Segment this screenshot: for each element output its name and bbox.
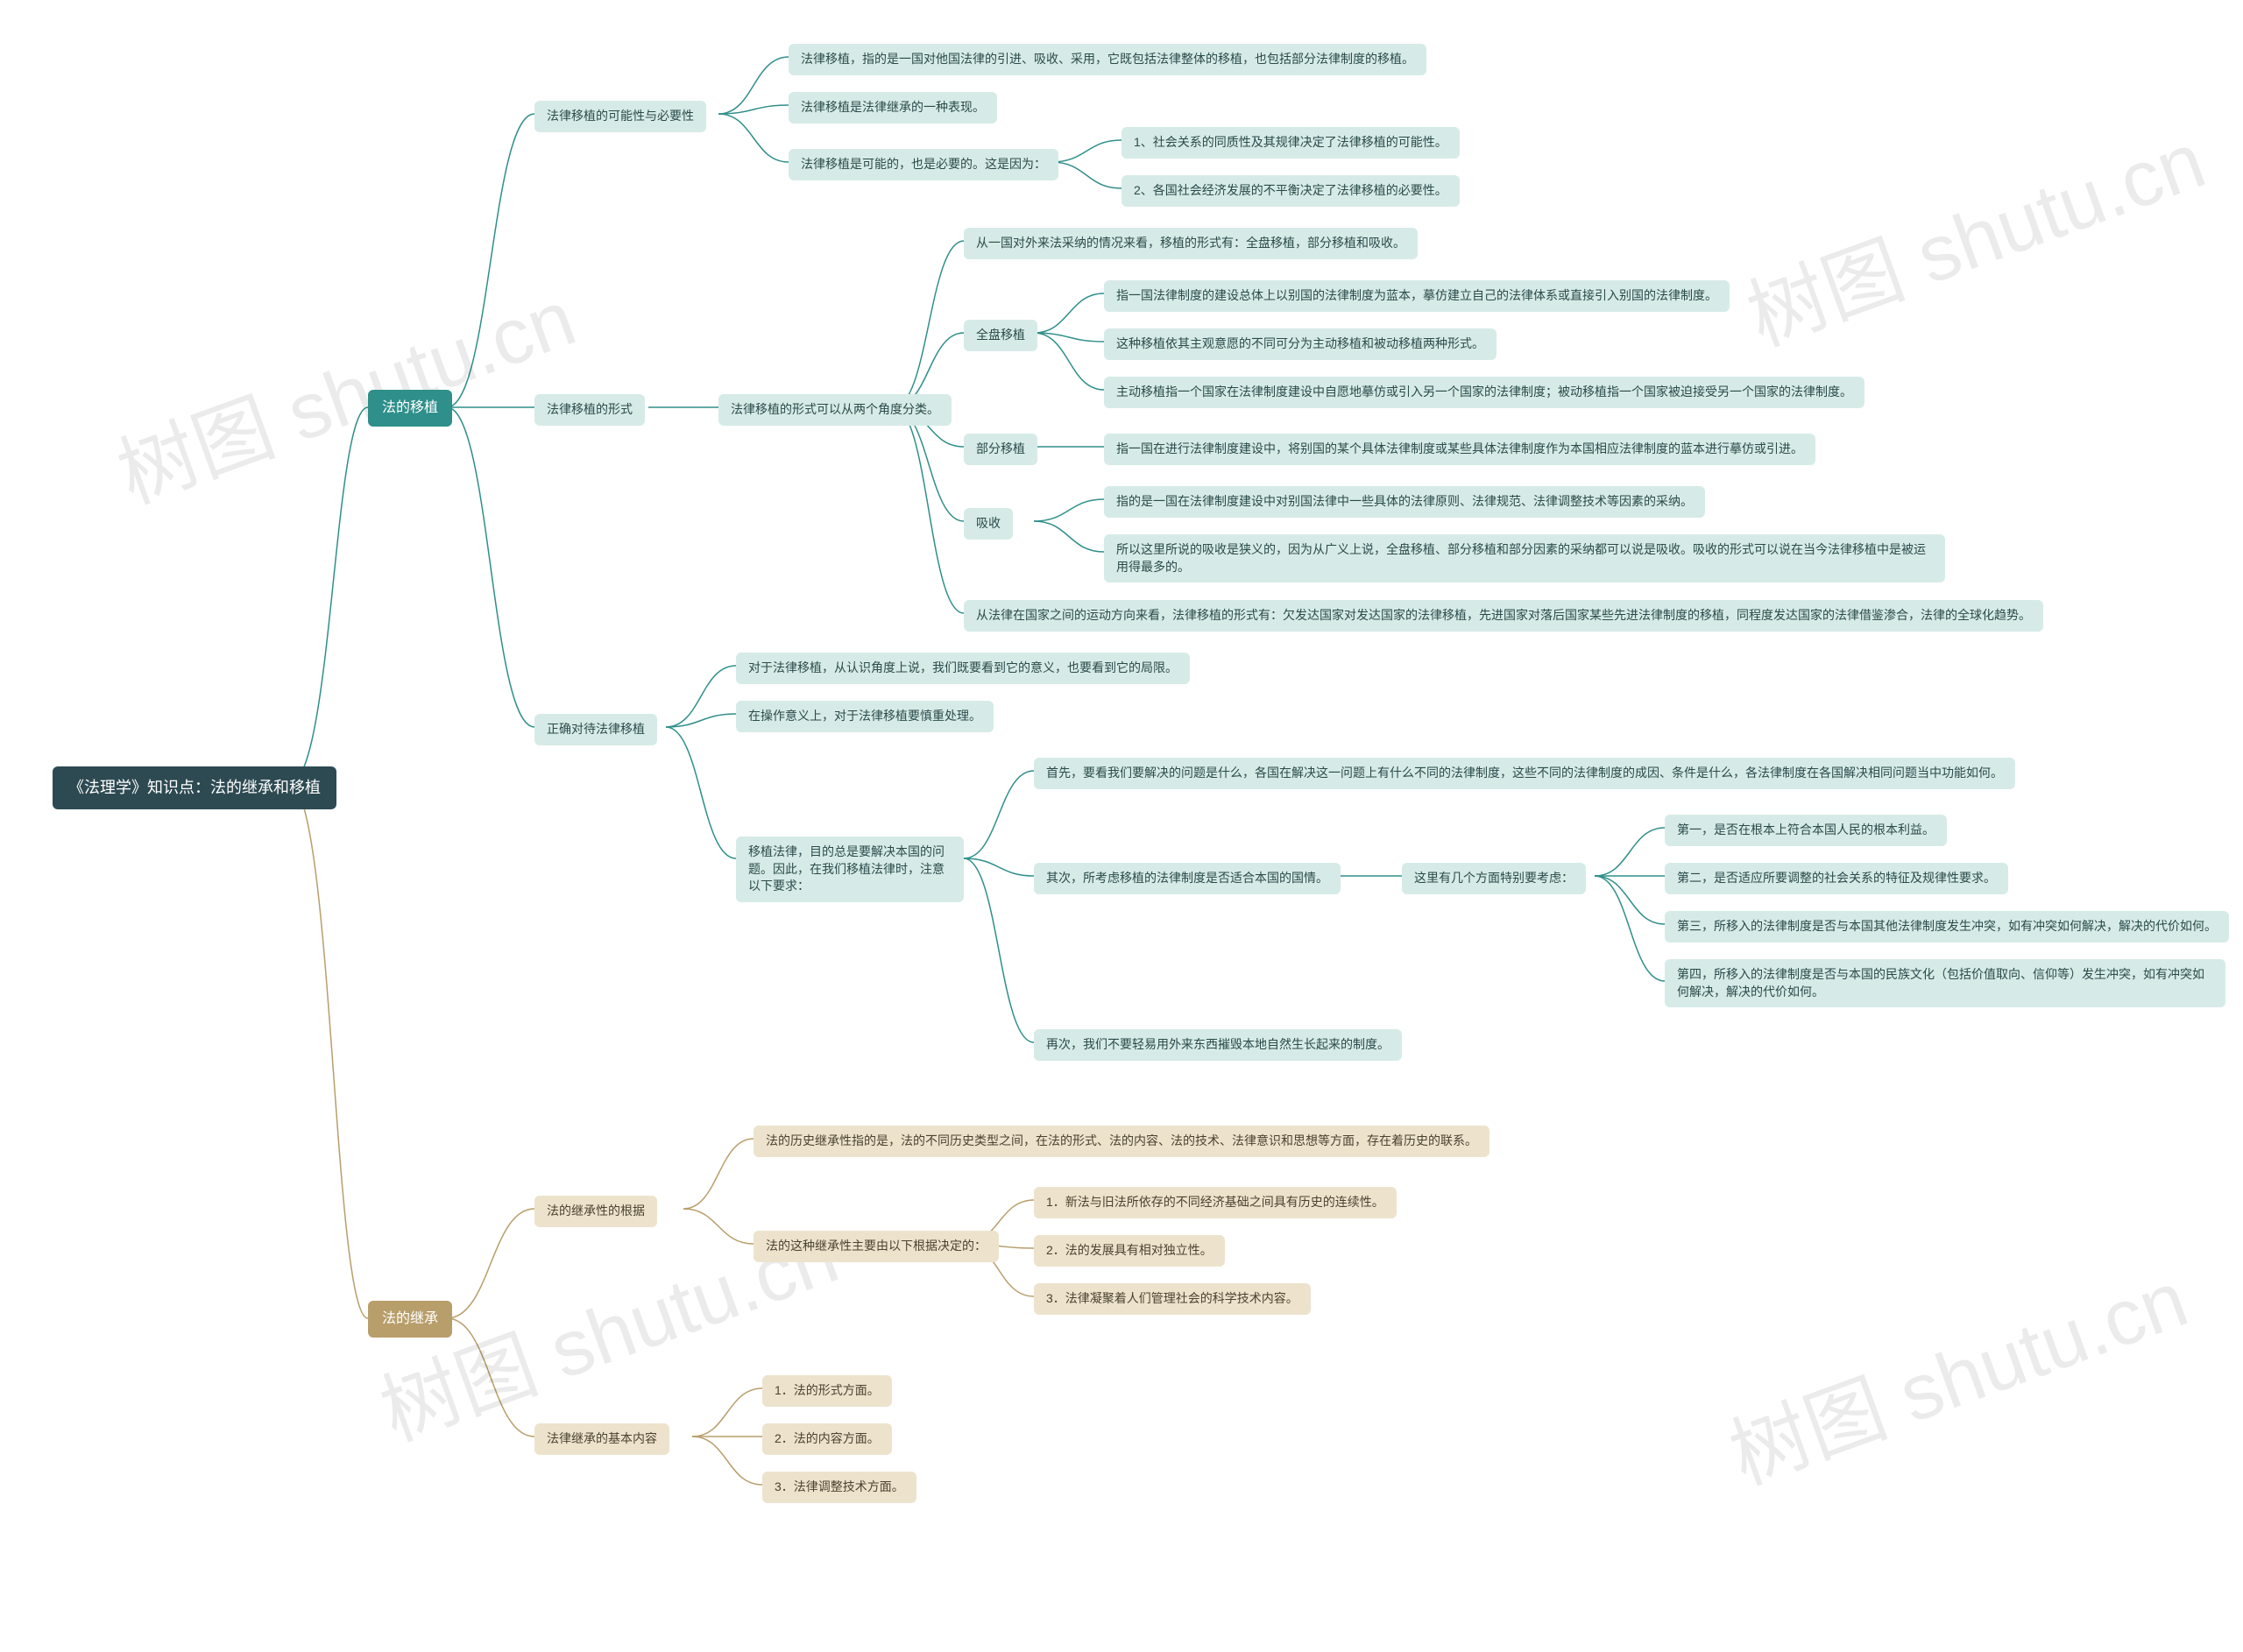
node-poss-p3: 法律移植是可能的，也是必要的。这是因为： — [789, 149, 1058, 180]
node-content-i2: 2．法的内容方面。 — [762, 1423, 892, 1455]
node-correct-c1: 对于法律移植，从认识角度上说，我们既要看到它的意义，也要看到它的局限。 — [736, 653, 1190, 684]
node-whole-1: 指一国法律制度的建设总体上以别国的法律制度为蓝本，摹仿建立自己的法律体系或直接引… — [1104, 280, 1730, 312]
node-correct-c3-2-c: 第三，所移入的法律制度是否与本国其他法律制度发生冲突，如有冲突如何解决，解决的代… — [1665, 911, 2229, 942]
node-basis-b2-2: 2．法的发展具有相对独立性。 — [1034, 1235, 1225, 1267]
node-whole-label[interactable]: 全盘移植 — [964, 320, 1037, 351]
node-correct-c3-intro: 移植法律，目的总是要解决本国的问题。因此，在我们移植法律时，注意以下要求： — [736, 837, 964, 902]
node-content-title[interactable]: 法律继承的基本内容 — [534, 1423, 669, 1455]
watermark: 树图 shutu.cn — [1730, 97, 2218, 368]
node-basis-b2-intro: 法的这种继承性主要由以下根据决定的： — [754, 1231, 999, 1262]
node-absorb-2: 所以这里所说的吸收是狭义的，因为从广义上说，全盘移植、部分移植和部分因素的采纳都… — [1104, 534, 1945, 582]
node-forms-f1: 从一国对外来法采纳的情况来看，移植的形式有：全盘移植，部分移植和吸收。 — [964, 228, 1418, 259]
node-content-i1: 1．法的形式方面。 — [762, 1375, 892, 1407]
node-correct-c3-2: 其次，所考虑移植的法律制度是否适合本国的国情。 — [1034, 863, 1341, 894]
node-correct-c3-3: 再次，我们不要轻易用外来东西摧毁本地自然生长起来的制度。 — [1034, 1029, 1402, 1061]
node-correct-c3-2-intro: 这里有几个方面特别要考虑： — [1402, 863, 1586, 894]
node-correct-c2: 在操作意义上，对于法律移植要慎重处理。 — [736, 701, 994, 732]
branch-inherit[interactable]: 法的继承 — [368, 1301, 452, 1338]
node-partial-1: 指一国在进行法律制度建设中，将别国的某个具体法律制度或某些具体法律制度作为本国相… — [1104, 434, 1815, 465]
node-correct-c3-2-b: 第二，是否适应所要调整的社会关系的特征及规律性要求。 — [1665, 863, 2008, 894]
node-whole-3: 主动移植指一个国家在法律制度建设中自愿地摹仿或引入另一个国家的法律制度；被动移植… — [1104, 377, 1864, 408]
node-poss-r2: 2、各国社会经济发展的不平衡决定了法律移植的必要性。 — [1122, 175, 1460, 207]
watermark: 树图 shutu.cn — [1712, 1236, 2200, 1507]
node-basis-b1: 法的历史继承性指的是，法的不同历史类型之间，在法的形式、法的内容、法的技术、法律… — [754, 1126, 1489, 1157]
node-poss-p2: 法律移植是法律继承的一种表现。 — [789, 92, 997, 124]
root-node[interactable]: 《法理学》知识点：法的继承和移植 — [53, 766, 336, 809]
node-correct-title[interactable]: 正确对待法律移植 — [534, 714, 657, 745]
node-correct-c3-2-a: 第一，是否在根本上符合本国人民的根本利益。 — [1665, 815, 1947, 846]
node-basis-title[interactable]: 法的继承性的根据 — [534, 1196, 657, 1227]
node-possibility-title[interactable]: 法律移植的可能性与必要性 — [534, 101, 706, 132]
node-absorb-label[interactable]: 吸收 — [964, 508, 1013, 540]
node-basis-b2-3: 3．法律凝聚着人们管理社会的科学技术内容。 — [1034, 1283, 1311, 1315]
branch-transplant[interactable]: 法的移植 — [368, 390, 452, 427]
node-forms-title[interactable]: 法律移植的形式 — [534, 394, 645, 426]
node-basis-b2-1: 1．新法与旧法所依存的不同经济基础之间具有历史的连续性。 — [1034, 1187, 1397, 1218]
node-partial-label[interactable]: 部分移植 — [964, 434, 1037, 465]
node-poss-r1: 1、社会关系的同质性及其规律决定了法律移植的可能性。 — [1122, 127, 1460, 159]
node-poss-p1: 法律移植，指的是一国对他国法律的引进、吸收、采用，它既包括法律整体的移植，也包括… — [789, 44, 1426, 75]
node-whole-2: 这种移植依其主观意愿的不同可分为主动移植和被动移植两种形式。 — [1104, 328, 1497, 360]
mindmap-canvas: 树图 shutu.cn 树图 shutu.cn 树图 shutu.cn 树图 s… — [0, 0, 2243, 1652]
node-correct-c3-1: 首先，要看我们要解决的问题是什么，各国在解决这一问题上有什么不同的法律制度，这些… — [1034, 758, 2015, 789]
node-forms-f2: 从法律在国家之间的运动方向来看，法律移植的形式有：欠发达国家对发达国家的法律移植… — [964, 600, 2043, 632]
node-content-i3: 3．法律调整技术方面。 — [762, 1472, 916, 1503]
node-correct-c3-2-d: 第四，所移入的法律制度是否与本国的民族文化（包括价值取向、信仰等）发生冲突，如有… — [1665, 959, 2225, 1007]
watermark: 树图 shutu.cn — [100, 255, 588, 526]
node-forms-intro: 法律移植的形式可以从两个角度分类。 — [718, 394, 952, 426]
node-absorb-1: 指的是一国在法律制度建设中对别国法律中一些具体的法律原则、法律规范、法律调整技术… — [1104, 486, 1705, 518]
